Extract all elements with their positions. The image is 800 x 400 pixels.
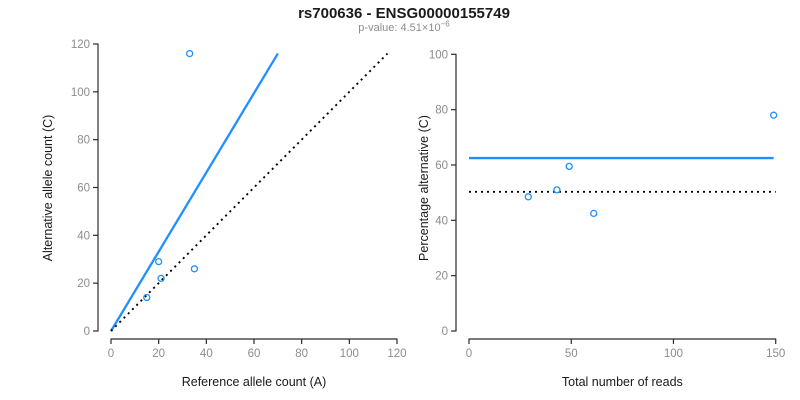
x-tick-label: 150 [766,348,785,360]
y-tick-label: 80 [77,135,90,147]
y-tick-label: 100 [71,87,90,99]
y-axis-title: Percentage alternative (C) [417,115,431,261]
data-point [524,193,532,201]
data-point [565,162,573,171]
y-tick-label: 100 [429,49,448,61]
allele-counts-scatter: 0 20 40 60 80 100 120 0 20 40 60 80 100 120 Reference … [41,39,407,389]
data-point [157,274,165,283]
x-tick-label: 50 [565,348,578,360]
data-point [770,111,778,119]
x-tick-label: 40 [200,348,213,360]
y-tick-label: 120 [71,39,90,51]
x-tick-label: 60 [248,348,261,360]
x-tick-label: 0 [108,348,114,360]
y-tick-label: 40 [77,230,90,242]
x-tick-label: 80 [295,348,308,360]
y-tick-label: 60 [435,160,448,172]
x-axis-title: Total number of reads [562,375,683,389]
y-tick-label: 20 [435,271,448,283]
x-axis-title: Reference allele count (A) [182,375,327,389]
data-point [155,257,163,266]
data-point [553,186,561,194]
data-point [190,265,199,273]
y-tick-label: 40 [435,215,448,227]
x-tick-label: 120 [387,348,406,360]
y-tick-label: 20 [77,278,90,290]
y-tick-label: 0 [84,326,90,338]
percentage-vs-reads-scatter: 0 20 40 60 80 100 0 50 100 150 Total number of rea… [417,49,785,389]
identity-line [110,52,389,332]
x-tick-label: 20 [152,348,165,360]
y-tick-label: 60 [77,182,90,194]
fitted-allelic-ratio-line [110,52,279,332]
x-tick-label: 100 [664,348,683,360]
y-tick-label: 80 [435,105,448,117]
y-tick-label: 0 [442,326,448,338]
data-point [143,293,151,302]
data-point [590,209,598,218]
y-axis-title: Alternative allele count (C) [41,115,55,262]
data-point [185,49,194,58]
x-tick-label: 0 [466,348,472,360]
x-tick-label: 100 [340,348,359,360]
